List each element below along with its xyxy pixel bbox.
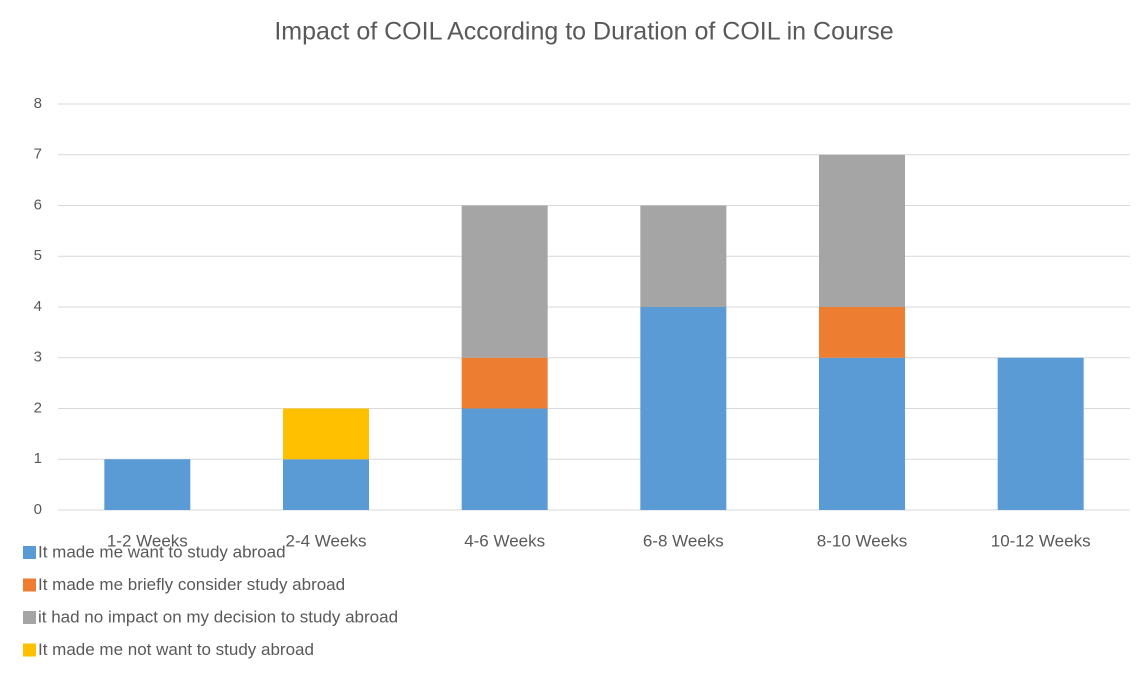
- y-tick-label: 6: [34, 196, 42, 213]
- legend-swatch: [23, 546, 36, 559]
- y-tick-label: 4: [34, 298, 42, 315]
- legend-label: it had no impact on my decision to study…: [38, 607, 398, 626]
- y-tick-label: 5: [34, 247, 42, 264]
- y-tick-label: 7: [34, 146, 42, 163]
- y-tick-label: 3: [34, 349, 42, 366]
- bar-segment: [461, 205, 548, 358]
- bar-segment: [461, 357, 548, 409]
- y-tick-label: 0: [34, 501, 42, 518]
- bar-segment: [461, 408, 548, 510]
- bar-segment: [819, 357, 905, 510]
- bar-segment: [640, 205, 727, 307]
- bar-segment: [104, 459, 191, 510]
- bar-segment: [997, 357, 1084, 510]
- x-tick-label: 6-8 Weeks: [643, 531, 724, 550]
- legend-swatch: [23, 578, 36, 592]
- x-tick-label: 10-12 Weeks: [991, 531, 1091, 550]
- bar-segment: [819, 307, 905, 358]
- bar-segment: [640, 307, 727, 510]
- bar-segment: [819, 154, 905, 307]
- bar-segment: [283, 459, 369, 510]
- x-tick-label: 8-10 Weeks: [817, 531, 907, 550]
- y-tick-label: 8: [34, 95, 42, 112]
- legend-swatch: [23, 611, 36, 624]
- x-tick-label: 4-6 Weeks: [464, 531, 545, 550]
- y-tick-label: 2: [34, 399, 42, 416]
- legend-swatch: [23, 643, 36, 657]
- y-tick-label: 1: [34, 450, 42, 467]
- chart-title: Impact of COIL According to Duration of …: [274, 18, 893, 46]
- legend-label: It made me want to study abroad: [38, 542, 286, 561]
- bar-segment: [283, 408, 369, 460]
- x-tick-label: 1-2 Weeks: [107, 531, 188, 550]
- legend-label: It made me briefly consider study abroad: [38, 575, 345, 594]
- legend-label: It made me not want to study abroad: [38, 640, 314, 659]
- x-tick-label: 2-4 Weeks: [286, 531, 367, 550]
